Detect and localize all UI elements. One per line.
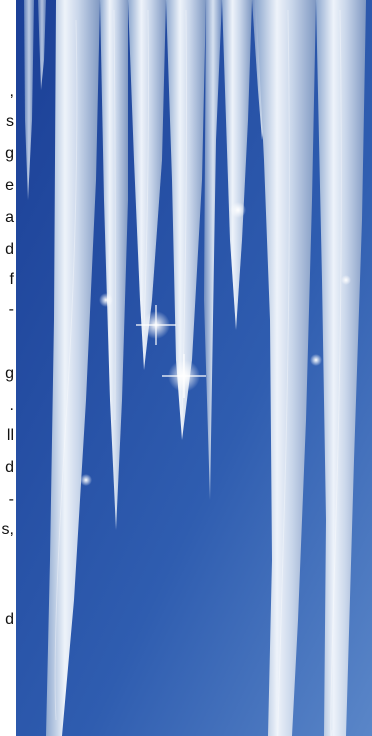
text-fragment: g xyxy=(5,145,14,162)
icicle xyxy=(256,0,316,736)
icicle xyxy=(100,0,128,530)
icicles-photo xyxy=(16,0,372,736)
icicle xyxy=(316,0,366,736)
icicle xyxy=(24,0,34,200)
icicles-image xyxy=(16,0,372,736)
ice-ridges xyxy=(54,9,342,736)
text-fragment: s xyxy=(6,113,14,130)
icicle xyxy=(166,0,206,440)
text-fragment: ll xyxy=(6,427,14,444)
icicle xyxy=(204,0,222,500)
text-fragment: - xyxy=(8,301,14,318)
text-fragment: . xyxy=(9,397,14,414)
text-fragment: d xyxy=(5,459,14,476)
icicle xyxy=(46,0,100,736)
text-fragment: - xyxy=(8,491,14,508)
clipped-text-column: , s g e a d f - g . ll d - s, d xyxy=(0,0,16,736)
text-fragment: e xyxy=(5,177,14,194)
sparkles xyxy=(80,202,351,486)
icicle xyxy=(38,0,46,90)
text-fragment: , xyxy=(9,83,14,100)
text-fragment: s, xyxy=(1,521,14,538)
text-fragment: a xyxy=(5,209,14,226)
text-fragment: d xyxy=(5,241,14,258)
text-fragment: g xyxy=(5,365,14,382)
icicle xyxy=(128,0,166,370)
text-fragment: d xyxy=(5,611,14,628)
text-fragment: f xyxy=(9,271,14,288)
icicle xyxy=(222,0,252,330)
